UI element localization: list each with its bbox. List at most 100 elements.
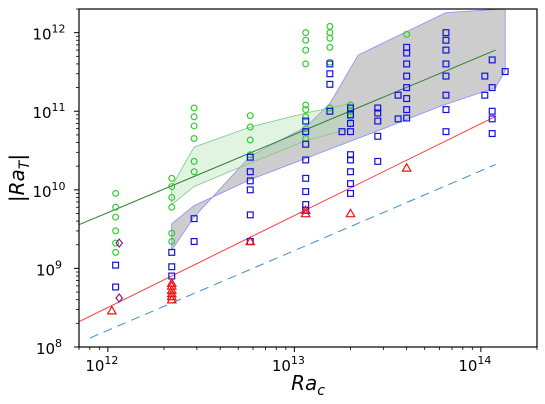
circle-point	[326, 22, 334, 30]
triangle-point	[245, 236, 256, 246]
x-tick-label: 1013	[272, 354, 305, 375]
circle-point	[326, 34, 334, 42]
square-point	[403, 106, 411, 114]
square-point	[347, 189, 355, 197]
triangle-point	[345, 208, 356, 218]
circle-point	[168, 183, 176, 191]
square-point	[501, 68, 509, 76]
y-tick-label: 108	[36, 337, 62, 358]
square-point	[481, 91, 489, 99]
circle-point	[326, 43, 334, 51]
y-tick-label: 109	[36, 258, 62, 279]
shaded-region-2	[171, 103, 351, 206]
square-point	[302, 117, 310, 125]
square-point	[442, 46, 450, 54]
shaded-region-1	[171, 9, 506, 252]
square-point	[374, 109, 382, 117]
square-point	[246, 153, 254, 161]
square-point	[374, 117, 382, 125]
x-axis-label-sub: c	[317, 383, 325, 399]
diamond-point	[115, 238, 124, 249]
square-point	[403, 60, 411, 68]
data-points	[106, 22, 509, 315]
square-point	[481, 72, 489, 80]
circle-point	[302, 46, 310, 54]
square-point	[374, 132, 382, 140]
square-point	[488, 107, 496, 115]
square-point	[347, 128, 355, 136]
square-point	[442, 60, 450, 68]
square-point	[442, 106, 450, 114]
x-axis-label-base: Ra	[291, 371, 317, 395]
circle-point	[168, 238, 176, 246]
square-point	[394, 115, 402, 123]
circle-point	[112, 213, 120, 221]
circle-point	[168, 193, 176, 201]
circle-point	[190, 157, 198, 165]
square-point	[338, 128, 346, 136]
shaded-regions	[171, 9, 506, 252]
square-point	[347, 180, 355, 188]
square-point	[302, 140, 310, 148]
square-point	[112, 283, 120, 291]
circle-point	[190, 134, 198, 142]
square-point	[442, 36, 450, 44]
square-point	[302, 174, 310, 182]
square-point	[488, 56, 496, 64]
square-point	[302, 188, 310, 196]
square-point	[326, 70, 334, 78]
fit-line-1	[79, 49, 496, 226]
square-point	[326, 80, 334, 88]
square-point	[403, 49, 411, 57]
triangle-point	[166, 294, 177, 304]
circle-point	[112, 203, 120, 211]
square-point	[246, 186, 254, 194]
square-point	[442, 128, 450, 136]
square-point	[403, 84, 411, 92]
x-tick-label: 1014	[458, 354, 491, 375]
circle-point	[112, 227, 120, 235]
circle-point	[246, 112, 254, 120]
square-point	[326, 60, 334, 68]
square-point	[246, 168, 254, 176]
square-point	[347, 104, 355, 112]
fit-line-2	[79, 115, 496, 323]
circle-point	[112, 189, 120, 197]
y-tick-label: 1011	[32, 101, 65, 122]
square-point	[374, 104, 382, 112]
square-point	[246, 177, 254, 185]
square-point	[168, 248, 176, 256]
circle-point	[326, 58, 334, 66]
circle-point	[168, 229, 176, 237]
square-point	[347, 168, 355, 176]
triangle-point	[166, 291, 177, 301]
square-point	[394, 91, 402, 99]
triangle-point	[300, 204, 311, 215]
circle-point	[302, 113, 310, 121]
square-point	[347, 156, 355, 164]
plot-frame	[78, 8, 538, 348]
circle-point	[168, 203, 176, 211]
square-point	[488, 84, 496, 92]
square-point	[488, 130, 496, 138]
triangle-point	[106, 305, 118, 315]
circle-point	[190, 113, 198, 121]
square-point	[190, 215, 198, 223]
circle-point	[302, 29, 310, 37]
square-point	[374, 157, 382, 165]
square-point	[442, 29, 450, 37]
square-point	[403, 114, 411, 122]
square-point	[442, 72, 450, 80]
circle-point	[302, 36, 310, 44]
fit-line-3	[89, 164, 496, 339]
square-point	[246, 211, 254, 219]
square-point	[403, 95, 411, 103]
square-point	[488, 115, 496, 123]
square-point	[302, 128, 310, 136]
diamond-point	[115, 293, 124, 303]
circle-point	[168, 174, 176, 182]
y-axis-label-end: |	[5, 154, 29, 161]
square-point	[442, 91, 450, 99]
y-axis-label-sub: T	[17, 159, 33, 169]
